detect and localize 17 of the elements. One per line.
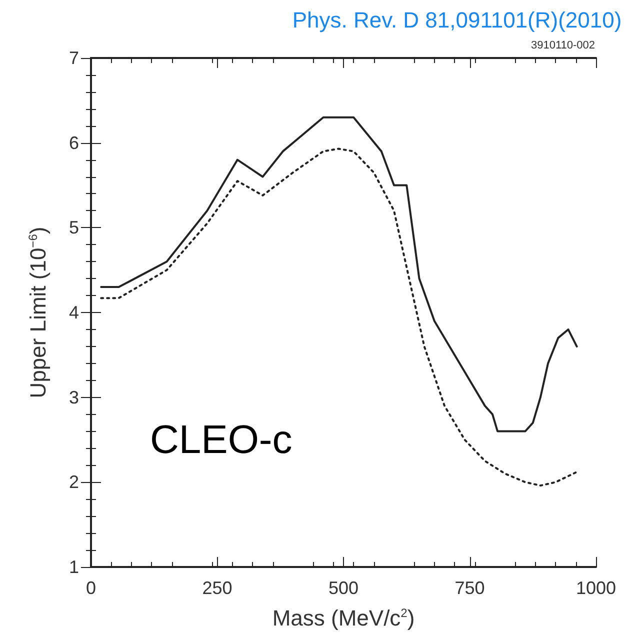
chart-title: Phys. Rev. D 81,091101(R)(2010) [292, 8, 622, 32]
x-tick-label: 500 [328, 578, 359, 598]
line-series [100, 148, 578, 487]
x-tick-label: 1000 [576, 578, 616, 598]
annotation: CLEO-c [150, 418, 292, 462]
y-tick-label: 7 [68, 48, 79, 68]
x-tick-label: 0 [86, 578, 96, 598]
x-tick-label: 250 [202, 578, 232, 598]
text: 3910110-002 [530, 40, 596, 52]
y-tick-label: 5 [68, 218, 79, 238]
y-tick-label: 4 [68, 302, 79, 322]
x-tick-label: 750 [454, 578, 485, 598]
y-axis-title: Upper Limit (10−6) [26, 226, 50, 398]
y-tick-label: 1 [68, 557, 79, 577]
y-tick-label: 6 [68, 132, 79, 153]
y-tick-label: 3 [68, 387, 79, 408]
y-tick-label: 2 [68, 472, 79, 492]
